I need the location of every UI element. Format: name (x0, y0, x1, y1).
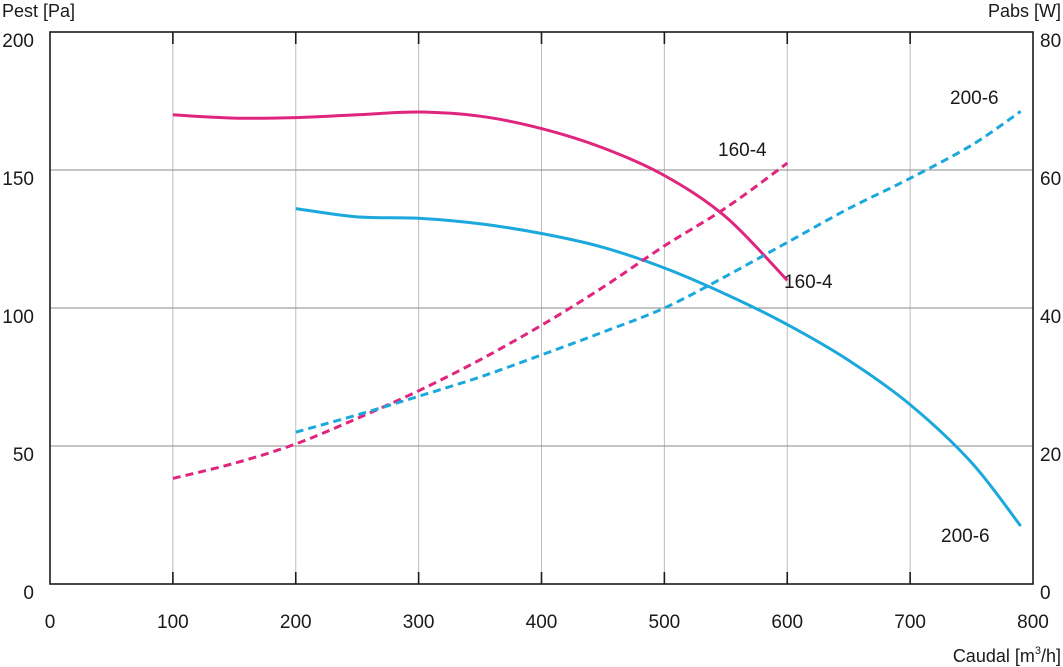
series-layer (172, 110, 1022, 527)
x-tick-label: 600 (771, 612, 803, 633)
y-left-axis-title: Pest [Pa] (2, 1, 75, 21)
y-left-tick-label: 0 (23, 583, 34, 604)
x-tick-label: 0 (45, 612, 56, 633)
y-right-tick-label: 0 (1040, 583, 1051, 604)
label-200-6-pest: 200-6 (941, 526, 990, 547)
x-axis-title-sup: 3 (1035, 645, 1041, 657)
y-left-tick-label: 150 (2, 169, 34, 190)
y-left-tick-label: 200 (2, 31, 34, 52)
series-line-160-4-pabs (172, 161, 789, 480)
x-tick-label: 100 (157, 612, 189, 633)
x-axis-title: Caudal [m3/h] (953, 645, 1061, 666)
series-line-200-6-pest (295, 207, 1022, 527)
y-left-tick-labels: 0 50 100 150 200 (2, 31, 34, 604)
y-right-tick-label: 60 (1040, 169, 1061, 190)
grid (50, 32, 1033, 584)
y-right-tick-label: 20 (1040, 445, 1061, 466)
x-axis-title-text: Caudal [m (953, 646, 1035, 666)
series-line-200-6-pabs (295, 110, 1022, 434)
x-tick-labels: 0 100 200 300 400 500 600 700 800 (45, 612, 1049, 633)
x-tick-label: 800 (1017, 612, 1049, 633)
y-left-tick-label: 100 (2, 307, 34, 328)
y-right-axis-title: Pabs [W] (988, 1, 1061, 21)
y-right-tick-labels: 0 20 40 60 80 (1040, 31, 1061, 604)
x-tick-label: 400 (526, 612, 558, 633)
series-line-160-4-pest (172, 110, 789, 282)
label-160-4-pest: 160-4 (784, 272, 833, 293)
label-160-4-pabs: 160-4 (718, 140, 767, 161)
y-left-tick-label: 50 (13, 445, 34, 466)
series-labels: 160-4 200-6 160-4 200-6 (718, 88, 999, 547)
x-tick-label: 500 (649, 612, 681, 633)
tick-marks (172, 32, 911, 584)
x-tick-label: 300 (403, 612, 435, 633)
label-200-6-pabs: 200-6 (950, 88, 999, 109)
x-tick-label: 200 (280, 612, 312, 633)
x-tick-label: 700 (894, 612, 926, 633)
x-axis-title-tail: /h] (1041, 646, 1061, 666)
y-right-tick-label: 80 (1040, 31, 1061, 52)
y-right-tick-label: 40 (1040, 307, 1061, 328)
